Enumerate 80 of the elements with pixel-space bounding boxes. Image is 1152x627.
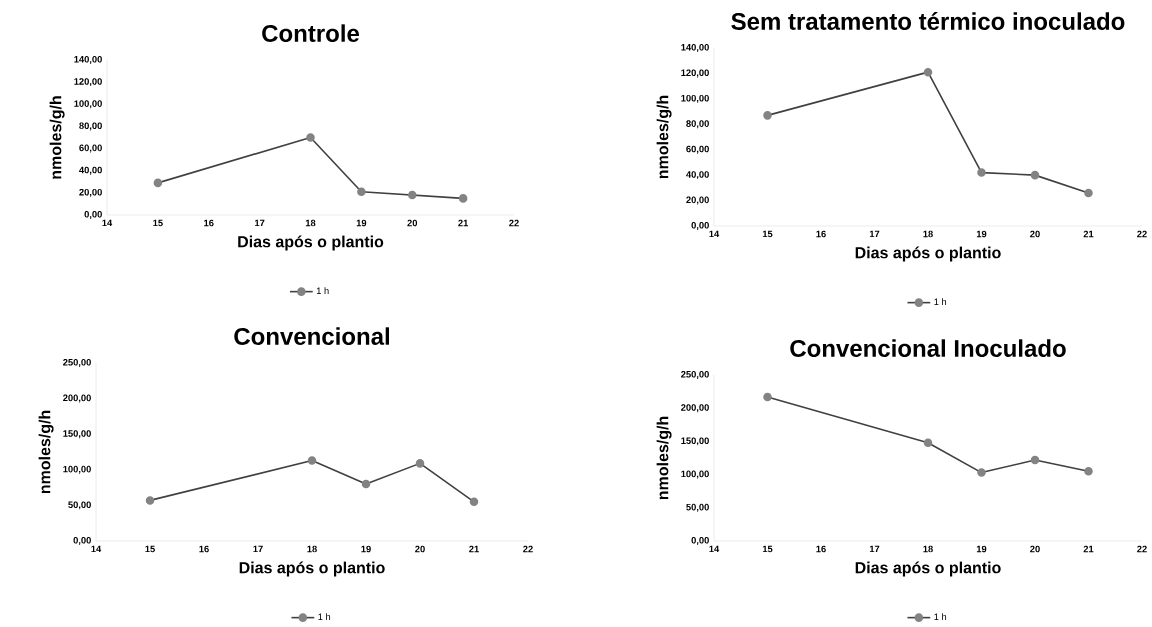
y-tick-label: 40,00 xyxy=(79,166,102,175)
legend-label: 1 h xyxy=(318,613,331,620)
legend-label: 1 h xyxy=(934,298,947,305)
x-tick-label: 22 xyxy=(523,545,533,553)
x-tick-label: 19 xyxy=(356,219,367,227)
x-tick-label: 17 xyxy=(869,545,880,552)
y-tick-label: 0,00 xyxy=(691,221,709,230)
y-tick-label: 120,00 xyxy=(681,69,709,78)
x-tick-label: 19 xyxy=(361,545,371,553)
y-tick-label: 140,00 xyxy=(681,43,709,52)
y-tick-label: 100,00 xyxy=(681,470,709,479)
y-axis-title: nmoles/g/h xyxy=(38,410,54,493)
x-tick-label: 15 xyxy=(762,230,773,238)
x-axis-title: Dias após o plantio xyxy=(238,235,384,251)
y-tick-label: 100,00 xyxy=(74,100,102,109)
y-tick-label: 20,00 xyxy=(79,188,102,197)
x-tick-label: 21 xyxy=(458,219,469,227)
x-tick-label: 17 xyxy=(255,219,265,226)
y-tick-label: 120,00 xyxy=(74,77,102,86)
y-tick-label: 150,00 xyxy=(63,430,91,438)
x-tick-label: 15 xyxy=(153,219,163,227)
x-tick-label: 17 xyxy=(869,230,880,237)
y-tick-label: 80,00 xyxy=(79,122,102,131)
x-axis-title: Dias após o plantio xyxy=(855,561,1001,577)
y-tick-label: 50,00 xyxy=(68,501,91,510)
x-tick-label: 20 xyxy=(1030,230,1040,238)
y-axis-title: nmoles/g/h xyxy=(49,96,65,179)
y-axis-title: nmoles/g/h xyxy=(656,416,672,499)
chart-title: Convencional xyxy=(234,327,389,345)
chart-title: Controle xyxy=(262,24,360,42)
x-tick-label: 22 xyxy=(1137,230,1147,238)
x-tick-label: 20 xyxy=(1030,545,1040,553)
y-tick-label: 200,00 xyxy=(63,394,91,403)
x-tick-label: 16 xyxy=(816,230,826,238)
x-tick-label: 21 xyxy=(1083,230,1094,238)
y-tick-label: 250,00 xyxy=(681,370,709,379)
x-tick-label: 14 xyxy=(709,545,720,552)
x-tick-label: 19 xyxy=(976,545,987,553)
x-tick-label: 15 xyxy=(145,545,155,553)
y-tick-label: 140,00 xyxy=(74,55,102,64)
chart-title: Convencional Inoculado xyxy=(790,339,1066,357)
x-tick-label: 20 xyxy=(415,545,425,553)
x-tick-label: 20 xyxy=(407,219,418,227)
y-tick-label: 0,00 xyxy=(84,210,102,219)
legend-label: 1 h xyxy=(934,613,947,620)
y-tick-label: 60,00 xyxy=(686,145,709,154)
y-tick-label: 80,00 xyxy=(686,120,709,129)
x-tick-label: 16 xyxy=(204,219,214,227)
y-tick-label: 0,00 xyxy=(73,536,91,545)
y-tick-label: 60,00 xyxy=(79,144,102,153)
y-axis-title: nmoles/g/h xyxy=(656,95,672,178)
x-tick-label: 21 xyxy=(1083,545,1094,553)
y-tick-label: 150,00 xyxy=(681,437,709,446)
y-tick-label: 50,00 xyxy=(686,503,709,512)
x-tick-label: 18 xyxy=(305,219,316,227)
x-tick-label: 14 xyxy=(709,230,720,237)
x-tick-label: 14 xyxy=(102,219,113,226)
x-tick-label: 22 xyxy=(509,219,519,227)
x-tick-label: 18 xyxy=(923,230,933,238)
x-axis-title: Dias após o plantio xyxy=(239,561,385,577)
x-tick-label: 19 xyxy=(976,230,987,238)
x-tick-label: 15 xyxy=(762,545,773,553)
y-tick-label: 100,00 xyxy=(63,465,91,474)
y-tick-label: 250,00 xyxy=(63,358,91,367)
y-tick-label: 20,00 xyxy=(686,196,709,205)
y-tick-label: 100,00 xyxy=(681,94,709,103)
x-tick-label: 14 xyxy=(91,545,102,552)
x-tick-label: 21 xyxy=(469,545,479,553)
legend-label: 1 h xyxy=(316,287,329,294)
x-tick-label: 18 xyxy=(307,545,317,553)
y-tick-label: 200,00 xyxy=(681,404,709,412)
x-tick-label: 22 xyxy=(1137,545,1147,553)
x-tick-label: 18 xyxy=(923,545,933,553)
x-tick-label: 17 xyxy=(253,545,263,552)
x-axis-title: Dias após o plantio xyxy=(855,246,1001,262)
chart-title: Sem tratamento térmico inoculado xyxy=(731,11,1125,30)
x-tick-label: 16 xyxy=(816,545,826,553)
y-tick-label: 40,00 xyxy=(686,170,709,179)
y-tick-label: 0,00 xyxy=(691,536,709,545)
x-tick-label: 16 xyxy=(199,545,209,553)
